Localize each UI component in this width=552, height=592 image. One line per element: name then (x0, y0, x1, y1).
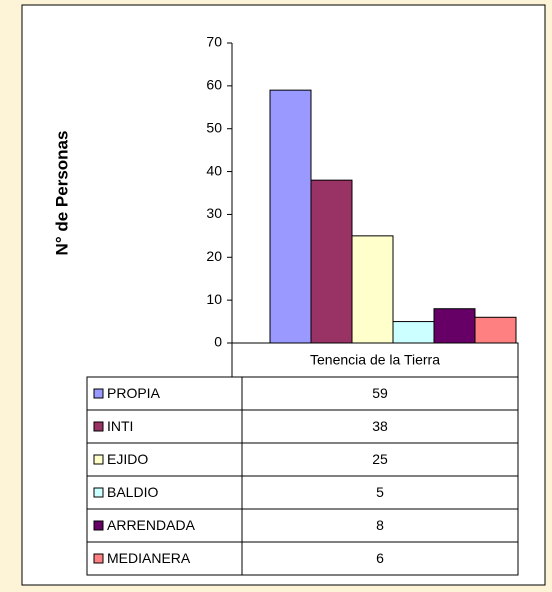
table-value: 8 (376, 517, 384, 533)
x-tick-label: Tenencia de la Tierra (310, 352, 440, 368)
y-tick-label: 0 (214, 334, 222, 350)
bar (433, 308, 476, 344)
y-tick-label: 30 (206, 205, 222, 221)
y-tick-label: 10 (206, 291, 222, 307)
legend-label: BALDIO (107, 484, 158, 500)
bar (474, 316, 517, 344)
y-tick-label: 70 (206, 34, 222, 50)
legend-swatch (93, 454, 104, 465)
y-tick-label: 60 (206, 77, 222, 93)
legend-swatch (93, 421, 104, 432)
legend-swatch (93, 388, 104, 399)
y-tick-label: 20 (206, 248, 222, 264)
y-axis-label: N° de Personas (52, 131, 71, 256)
y-tick-label: 40 (206, 162, 222, 178)
table-value: 38 (372, 418, 388, 434)
y-tick-label: 50 (206, 119, 222, 135)
table-value: 59 (372, 385, 388, 401)
table-value: 6 (376, 550, 384, 566)
table-value: 25 (372, 451, 388, 467)
legend-swatch (93, 553, 104, 564)
legend-label: EJIDO (107, 451, 148, 467)
legend-label: ARRENDADA (107, 517, 196, 533)
legend-swatch (93, 487, 104, 498)
bar (269, 89, 312, 344)
legend-swatch (93, 520, 104, 531)
legend-label: MEDIANERA (107, 550, 191, 566)
table-value: 5 (376, 484, 384, 500)
bar (351, 235, 394, 344)
table-row (86, 541, 519, 576)
legend-label: PROPIA (107, 385, 161, 401)
legend-label: INTI (107, 418, 133, 434)
bar (310, 179, 353, 344)
bar (392, 321, 435, 344)
